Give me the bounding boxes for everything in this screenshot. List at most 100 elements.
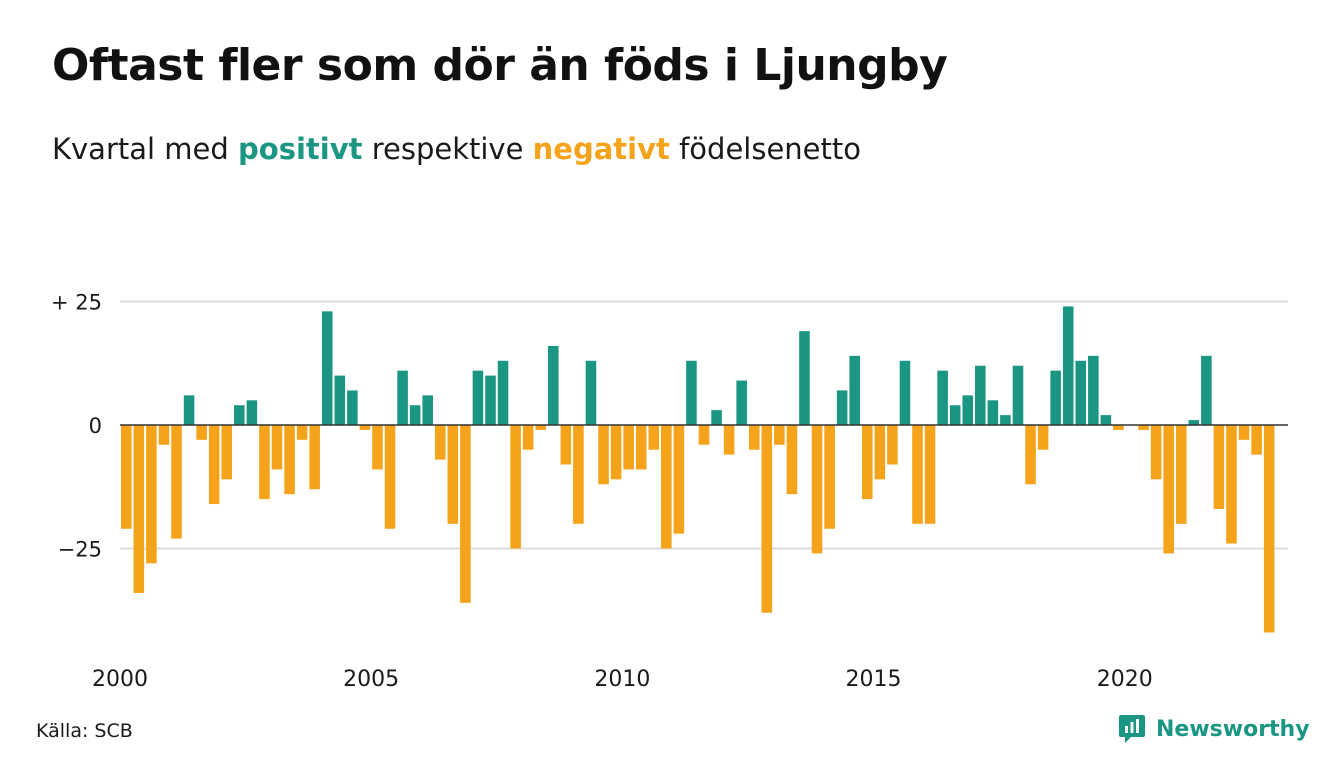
x-tick-label: 2020 <box>1097 667 1153 692</box>
bar <box>284 425 295 495</box>
bar <box>1263 425 1275 633</box>
x-tick-label: 2005 <box>343 667 399 692</box>
bar <box>648 425 660 450</box>
bar <box>698 425 710 445</box>
bar <box>1175 425 1187 524</box>
bar <box>409 405 421 425</box>
bar <box>1150 425 1162 480</box>
bar <box>460 425 471 603</box>
bar <box>397 370 408 425</box>
bar <box>497 360 509 425</box>
bar <box>221 425 233 480</box>
bar <box>1100 415 1112 425</box>
bar <box>899 360 911 425</box>
bar <box>422 395 433 425</box>
bar <box>673 425 685 534</box>
bar-chart: + 25 0 −25 2000 2005 2010 2015 2020 <box>51 291 1288 692</box>
bar <box>836 390 848 425</box>
bar <box>761 425 773 613</box>
bar <box>259 425 270 500</box>
bar <box>849 355 860 425</box>
brand-name: Newsworthy <box>1156 716 1310 742</box>
bar <box>171 425 182 539</box>
bar <box>610 425 622 480</box>
subtitle-start: Kvartal med <box>52 132 239 166</box>
bar <box>598 425 609 485</box>
bar <box>774 425 785 445</box>
bar <box>196 425 207 440</box>
bar <box>158 425 170 445</box>
bar <box>924 425 936 524</box>
brand-logo[interactable]: Newsworthy <box>1118 714 1310 744</box>
bar <box>1238 425 1250 440</box>
bar <box>723 425 735 455</box>
bar <box>548 345 559 425</box>
bar <box>1025 425 1036 485</box>
bar <box>1075 360 1087 425</box>
bar <box>623 425 634 470</box>
x-tick-label: 2015 <box>846 667 902 692</box>
bar <box>585 360 597 425</box>
bar <box>1088 355 1099 425</box>
y-tick-label: + 25 <box>51 291 102 315</box>
bar <box>146 425 157 564</box>
subtitle-end: födelsenetto <box>669 132 861 166</box>
bar <box>661 425 672 549</box>
bar <box>510 425 521 549</box>
subtitle-positive: positivt <box>238 132 363 166</box>
bar <box>861 425 873 500</box>
bar <box>912 425 923 524</box>
bar <box>485 375 496 425</box>
bar <box>1226 425 1237 544</box>
bar <box>949 405 961 425</box>
bar <box>560 425 572 465</box>
bar <box>1037 425 1049 450</box>
subtitle-middle: respektive <box>362 132 533 166</box>
bar <box>1213 425 1225 509</box>
bar <box>786 425 798 495</box>
bar <box>874 425 886 480</box>
y-tick-label: −25 <box>58 538 102 562</box>
bar <box>962 395 974 425</box>
bar <box>1000 415 1011 425</box>
bar <box>522 425 534 450</box>
chart-title: Oftast fler som dör än föds i Ljungby <box>52 40 948 91</box>
bar <box>987 400 999 425</box>
bar <box>1062 306 1074 425</box>
axis-layer: + 25 0 −25 2000 2005 2010 2015 2020 <box>51 291 1288 692</box>
bar <box>359 425 371 430</box>
bar <box>372 425 383 470</box>
bar <box>447 425 459 524</box>
bar <box>309 425 320 490</box>
bar <box>133 425 145 593</box>
bar <box>811 425 823 554</box>
bar <box>384 425 396 529</box>
bar <box>748 425 760 450</box>
bar <box>1163 425 1174 554</box>
bar <box>975 365 986 425</box>
x-tick-label: 2010 <box>594 667 650 692</box>
chart-subtitle: Kvartal med positivt respektive negativt… <box>52 132 861 166</box>
bar <box>334 375 346 425</box>
bar <box>1251 425 1262 455</box>
source-note: Källa: SCB <box>36 720 133 742</box>
bar <box>472 370 484 425</box>
bar <box>1113 425 1124 430</box>
bar <box>573 425 584 524</box>
bar <box>1201 355 1212 425</box>
y-tick-label: 0 <box>89 414 102 438</box>
newsworthy-logo-icon <box>1119 715 1145 743</box>
bar <box>121 425 132 529</box>
bar <box>246 400 258 425</box>
bar <box>347 390 358 425</box>
bar <box>234 405 245 425</box>
bar <box>736 380 747 425</box>
subtitle-negative: negativt <box>532 132 670 166</box>
grid-layer <box>120 300 1288 550</box>
bar <box>1138 425 1149 430</box>
bar <box>321 311 333 425</box>
bar <box>711 410 722 425</box>
bar <box>1188 420 1200 425</box>
bar <box>1012 365 1024 425</box>
bar <box>535 425 547 430</box>
